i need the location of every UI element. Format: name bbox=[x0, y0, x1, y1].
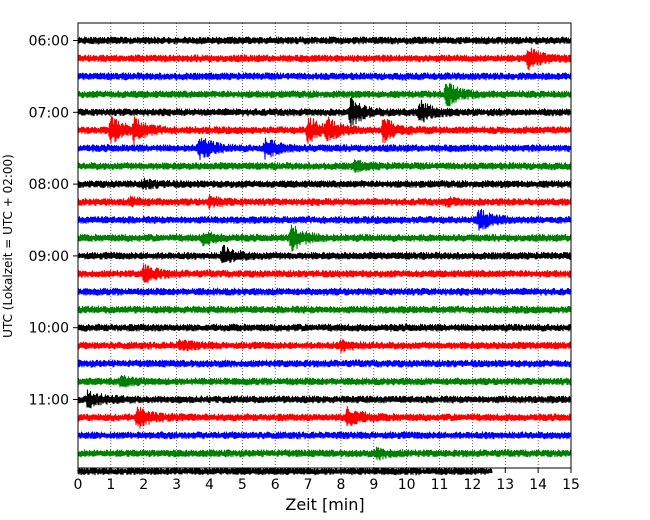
x-tick-label: 1 bbox=[106, 477, 115, 493]
trace-0730 bbox=[77, 159, 572, 173]
trace-1015 bbox=[77, 359, 572, 368]
x-tick-label: 9 bbox=[369, 477, 378, 493]
x-tick-label: 4 bbox=[205, 477, 214, 493]
trace-0945 bbox=[77, 323, 572, 332]
x-tick-label: 0 bbox=[74, 477, 83, 493]
trace-1045 bbox=[77, 389, 572, 409]
trace-1030 bbox=[77, 375, 572, 388]
trace-0830 bbox=[77, 224, 572, 252]
axes bbox=[77, 22, 572, 469]
trace-0900 bbox=[77, 264, 572, 283]
x-tick-label: 3 bbox=[172, 477, 181, 493]
y-ticks: 06:00 07:00 08:00 09:00 10:00 11:00 bbox=[29, 34, 78, 409]
y-tick-label: 08:00 bbox=[29, 177, 69, 193]
trace-0700 bbox=[77, 116, 572, 146]
y-tick-label: 09:00 bbox=[29, 249, 69, 265]
x-tick-label: 2 bbox=[139, 477, 148, 493]
trace-0615 bbox=[77, 72, 572, 81]
plot-frame bbox=[77, 22, 572, 469]
x-ticks: 0 1 2 3 4 5 6 7 8 9 10 11 12 13 14 15 bbox=[74, 468, 580, 493]
trace-1115 bbox=[77, 431, 572, 440]
grid-lines bbox=[110, 23, 539, 468]
x-tick-label: 8 bbox=[336, 477, 345, 493]
trace-0545 bbox=[77, 36, 572, 45]
x-tick-label: 12 bbox=[463, 477, 481, 493]
y-tick-label: 11:00 bbox=[29, 393, 69, 409]
trace-0600 bbox=[77, 47, 572, 71]
trace-0715 bbox=[77, 137, 572, 161]
trace-0645 bbox=[77, 97, 572, 128]
trace-1130 bbox=[77, 446, 572, 461]
x-axis-label: Zeit [min] bbox=[285, 495, 364, 514]
trace-0930 bbox=[77, 305, 572, 314]
trace-1100 bbox=[77, 406, 572, 429]
seismogram-traces bbox=[77, 36, 572, 476]
x-tick-label: 7 bbox=[304, 477, 313, 493]
x-tick-label: 11 bbox=[431, 477, 449, 493]
trace-1145 bbox=[77, 467, 493, 476]
x-tick-label: 6 bbox=[271, 477, 280, 493]
trace-0630 bbox=[77, 83, 572, 107]
x-tick-label: 10 bbox=[398, 477, 416, 493]
trace-0815 bbox=[77, 208, 572, 231]
trace-0915 bbox=[77, 287, 572, 296]
y-tick-label: 07:00 bbox=[29, 105, 69, 121]
trace-0800 bbox=[77, 194, 572, 209]
x-tick-label: 5 bbox=[238, 477, 247, 493]
y-axis-label: UTC (Lokalzeit = UTC + 02:00) bbox=[1, 154, 15, 338]
trace-0745 bbox=[77, 177, 572, 191]
y-tick-label: 06:00 bbox=[29, 34, 69, 50]
x-tick-label: 14 bbox=[529, 477, 547, 493]
trace-1000 bbox=[77, 338, 572, 354]
x-tick-label: 15 bbox=[562, 477, 580, 493]
x-tick-label: 13 bbox=[496, 477, 514, 493]
y-tick-label: 10:00 bbox=[29, 321, 69, 337]
trace-0845 bbox=[77, 244, 572, 264]
